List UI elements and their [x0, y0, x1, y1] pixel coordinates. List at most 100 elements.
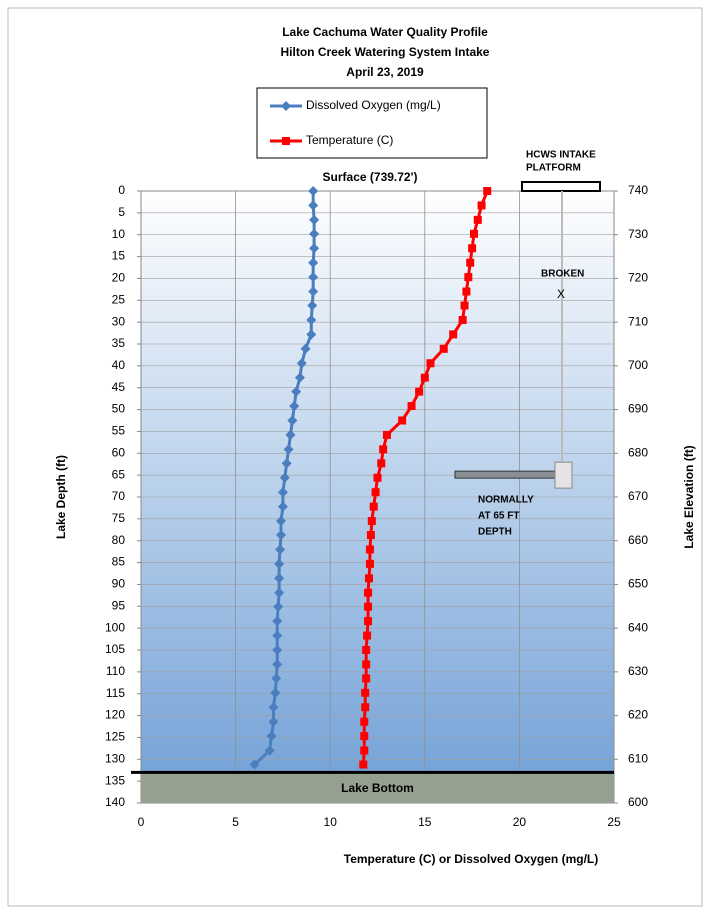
- y-tick-label: 75: [112, 511, 126, 525]
- y2-tick-label: 690: [628, 402, 648, 416]
- marker: [440, 345, 448, 353]
- annotation: NORMALLY: [478, 495, 534, 506]
- annotation: AT 65 FT: [478, 511, 519, 522]
- y-tick-label: 135: [105, 773, 125, 787]
- y-axis-title: Lake Depth (ft): [54, 455, 68, 539]
- marker: [362, 646, 370, 654]
- chart: Lake Cachuma Water Quality Profile Hilto…: [0, 0, 710, 914]
- y-tick-label: 70: [112, 489, 126, 503]
- marker: [459, 316, 467, 324]
- y2-tick-label: 660: [628, 533, 648, 547]
- legend-marker: [282, 137, 290, 145]
- x-tick-label: 10: [324, 815, 338, 829]
- y2-tick-label: 650: [628, 577, 648, 591]
- marker: [421, 374, 429, 382]
- y2-tick-label: 620: [628, 708, 648, 722]
- y-tick-label: 130: [105, 751, 125, 765]
- marker: [462, 288, 470, 296]
- y2-tick-label: 730: [628, 227, 648, 241]
- y-tick-label: 30: [112, 314, 126, 328]
- marker: [449, 330, 457, 338]
- x-tick-label: 25: [607, 815, 621, 829]
- y-tick-label: 10: [112, 227, 126, 241]
- annotation: PLATFORM: [526, 163, 581, 174]
- y-tick-label: 100: [105, 620, 125, 634]
- y-tick-label: 115: [106, 686, 125, 700]
- marker: [383, 431, 391, 439]
- y-tick-label: 120: [105, 708, 125, 722]
- marker: [379, 445, 387, 453]
- y2-tick-label: 700: [628, 358, 648, 372]
- platform: [522, 182, 600, 191]
- y-tick-label: 20: [112, 271, 126, 285]
- marker: [365, 574, 373, 582]
- y2-tick-label: 720: [628, 271, 648, 285]
- y-tick-label: 140: [105, 795, 125, 809]
- annotation: DEPTH: [478, 527, 512, 538]
- x-tick-label: 5: [232, 815, 239, 829]
- marker: [464, 273, 472, 281]
- y2-tick-label: 610: [628, 751, 648, 765]
- marker: [426, 359, 434, 367]
- annotation: X: [557, 287, 565, 301]
- marker: [364, 603, 372, 611]
- y2-tick-label: 600: [628, 795, 648, 809]
- marker: [408, 402, 416, 410]
- marker: [372, 488, 380, 496]
- marker: [360, 718, 368, 726]
- y-tick-label: 50: [112, 402, 126, 416]
- y-tick-label: 90: [112, 577, 126, 591]
- marker: [377, 459, 385, 467]
- y-tick-label: 0: [118, 183, 125, 197]
- marker: [483, 187, 491, 195]
- y-tick-label: 125: [105, 730, 125, 744]
- marker: [466, 259, 474, 267]
- marker: [374, 474, 382, 482]
- surface-label: Surface (739.72'): [323, 170, 418, 184]
- intake-pipe: [455, 471, 555, 478]
- marker: [367, 531, 375, 539]
- marker: [360, 732, 368, 740]
- marker: [362, 660, 370, 668]
- marker: [468, 244, 476, 252]
- marker: [398, 417, 406, 425]
- x-tick-label: 0: [138, 815, 145, 829]
- y-tick-label: 110: [106, 664, 125, 678]
- marker: [364, 589, 372, 597]
- y-tick-label: 25: [112, 292, 126, 306]
- y-tick-label: 5: [118, 205, 125, 219]
- chart-title: Lake Cachuma Water Quality Profile: [282, 25, 488, 39]
- y2-tick-label: 640: [628, 620, 648, 634]
- marker: [363, 632, 371, 640]
- y-tick-label: 105: [105, 642, 125, 656]
- marker: [359, 761, 367, 769]
- annotation: BROKEN: [541, 269, 584, 280]
- marker: [470, 230, 478, 238]
- marker: [478, 201, 486, 209]
- y-tick-label: 95: [112, 598, 126, 612]
- y-tick-label: 55: [112, 424, 126, 438]
- marker: [366, 545, 374, 553]
- marker: [368, 517, 376, 525]
- y-tick-label: 65: [112, 467, 126, 481]
- y2-axis-title: Lake Elevation (ft): [682, 445, 696, 548]
- marker: [364, 617, 372, 625]
- y-tick-label: 85: [112, 555, 126, 569]
- chart-title: Hilton Creek Watering System Intake: [281, 45, 490, 59]
- y-tick-label: 40: [112, 358, 126, 372]
- chart-title: April 23, 2019: [346, 65, 424, 79]
- y2-tick-label: 670: [628, 489, 648, 503]
- y-tick-label: 80: [112, 533, 126, 547]
- lake-bottom-label: Lake Bottom: [341, 781, 414, 795]
- y-tick-label: 15: [112, 249, 126, 263]
- intake: [555, 462, 572, 488]
- marker: [366, 560, 374, 568]
- y-tick-label: 60: [112, 445, 126, 459]
- legend-label: Temperature (C): [306, 133, 393, 147]
- x-axis-title: Temperature (C) or Dissolved Oxygen (mg/…: [344, 852, 599, 866]
- x-tick-label: 15: [418, 815, 432, 829]
- y2-tick-label: 740: [628, 183, 648, 197]
- x-tick-label: 20: [513, 815, 527, 829]
- marker: [360, 747, 368, 755]
- y2-tick-label: 630: [628, 664, 648, 678]
